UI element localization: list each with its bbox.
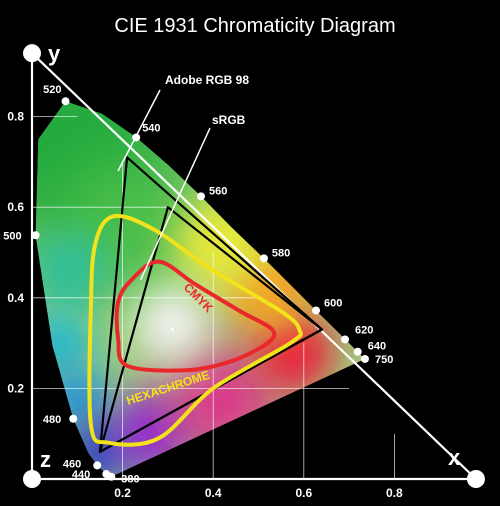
- hypotenuse: [31, 52, 477, 480]
- wavelength-marker-750: [360, 354, 369, 363]
- y-tick-label: 0.8: [7, 110, 24, 124]
- axis-letter-x: x: [448, 445, 461, 470]
- white-point-marker: [170, 328, 174, 332]
- wavelength-label-560: 560: [209, 185, 227, 197]
- wavelength-label-480: 480: [43, 414, 61, 426]
- wavelength-marker-480: [69, 414, 78, 423]
- wavelength-label-600: 600: [324, 297, 342, 309]
- fill-blob-11: [136, 288, 209, 362]
- wavelength-label-500: 500: [3, 230, 21, 242]
- wavelength-label-460: 460: [63, 458, 81, 470]
- wavelength-label-620: 620: [355, 324, 373, 336]
- y-tick-label: 0.2: [7, 381, 24, 395]
- label-srgb: sRGB: [212, 113, 246, 127]
- x-tick-label: 0.2: [114, 486, 131, 500]
- wavelength-label-520: 520: [43, 84, 61, 96]
- wavelength-label-380: 380: [121, 474, 139, 486]
- wavelength-marker-520: [61, 97, 70, 106]
- y-tick-label: 0.6: [7, 200, 24, 214]
- origin-endpoint: [23, 470, 41, 488]
- wavelength-marker-460: [93, 461, 102, 470]
- wavelength-marker-500: [31, 231, 40, 240]
- wavelength-marker-440: [102, 470, 111, 479]
- wavelength-label-540: 540: [142, 122, 160, 134]
- srgb-pointer: [140, 127, 211, 280]
- axis-letter-y: y: [48, 41, 61, 66]
- gamut-hexachrome: [87, 213, 303, 447]
- gamut-cmyk: [114, 259, 277, 373]
- x-tick-label: 0.4: [205, 486, 222, 500]
- y-tick-label: 0.4: [7, 291, 24, 305]
- wavelength-marker-580: [259, 254, 268, 263]
- wavelength-label-440: 440: [72, 469, 90, 481]
- axis-letter-z: z: [40, 447, 51, 472]
- fill-blob-3: [35, 311, 91, 375]
- gamut-outlines: [87, 156, 323, 453]
- x-tick-label: 0.6: [295, 486, 312, 500]
- wavelength-label-580: 580: [272, 247, 290, 259]
- chart-title: CIE 1931 Chromaticity Diagram: [114, 15, 395, 37]
- wavelength-marker-560: [196, 192, 205, 201]
- wavelength-marker-640: [353, 347, 362, 356]
- wavelength-marker-600: [312, 306, 321, 315]
- wavelength-label-750: 750: [375, 354, 393, 366]
- adobe-rgb-pointer: [117, 89, 161, 172]
- fill-blob-2: [35, 229, 110, 312]
- x-axis-endpoint: [466, 470, 485, 488]
- wavelength-label-640: 640: [368, 341, 386, 353]
- wavelength-marker-620: [341, 335, 350, 344]
- label-adobe-rgb: Adobe RGB 98: [165, 73, 249, 87]
- axes: [23, 44, 485, 488]
- y-axis-endpoint: [23, 44, 41, 63]
- x-tick-label: 0.8: [386, 486, 403, 500]
